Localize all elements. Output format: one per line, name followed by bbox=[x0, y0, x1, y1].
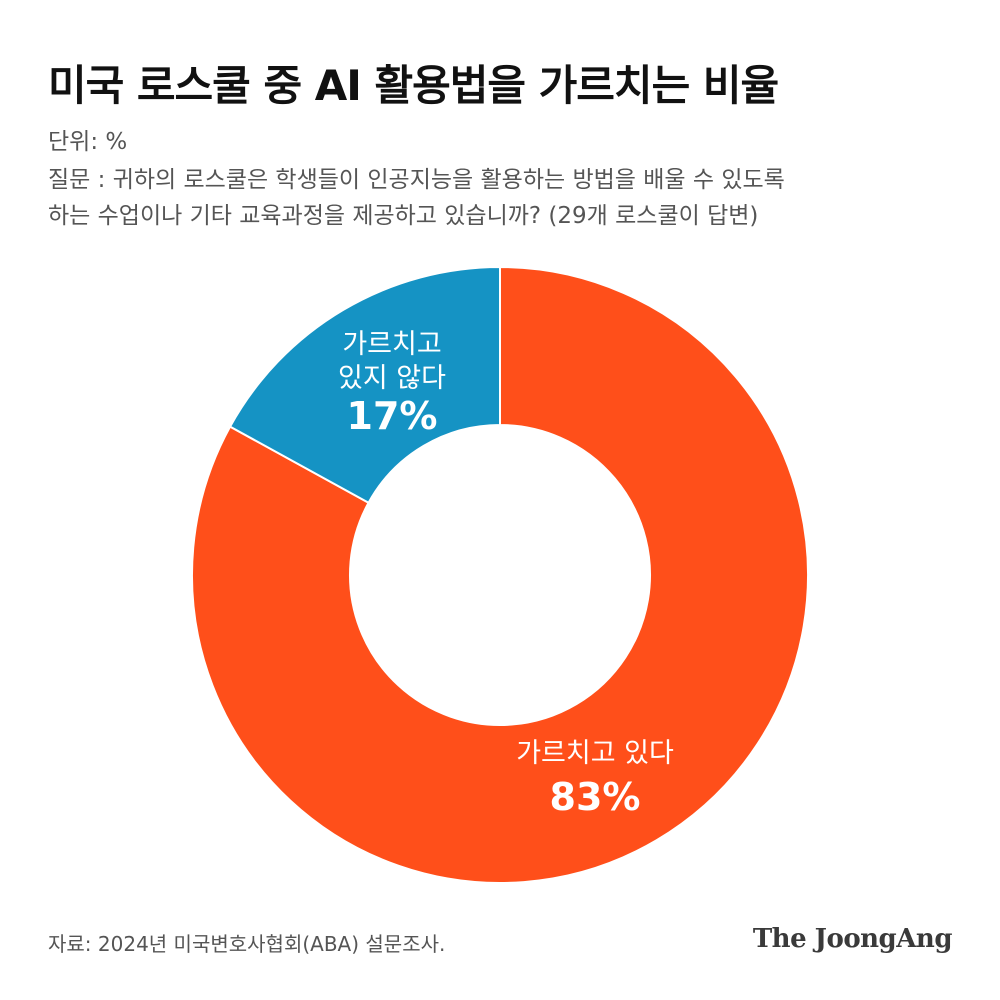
chart-title: 미국 로스쿨 중 AI 활용법을 가르치는 비율 bbox=[48, 61, 779, 110]
donut-slice-0 bbox=[191, 265, 809, 884]
source-note: 자료: 2024년 미국변호사협회(ABA) 설문조사. bbox=[48, 932, 446, 956]
donut-slice-1 bbox=[228, 265, 501, 505]
slice-label-percent: 17% bbox=[347, 394, 438, 438]
publisher-logo: The JoongAng bbox=[752, 924, 953, 954]
survey-question-line: 하는 수업이나 기타 교육과정을 제공하고 있습니까? (29개 로스쿨이 답변… bbox=[48, 203, 759, 229]
slice-label-name: 있지 않다 bbox=[338, 363, 446, 394]
slice-label-percent: 83% bbox=[550, 775, 641, 819]
survey-question-line: 질문 : 귀하의 로스쿨은 학생들이 인공지능을 활용하는 방법을 배울 수 있… bbox=[48, 167, 785, 193]
slice-label-name: 가르치고 있다 bbox=[516, 738, 674, 769]
survey-question: 질문 : 귀하의 로스쿨은 학생들이 인공지능을 활용하는 방법을 배울 수 있… bbox=[48, 162, 948, 234]
slice-label-name: 가르치고 bbox=[342, 329, 441, 360]
unit-label: 단위: % bbox=[48, 129, 128, 155]
slice-label-0: 가르치고 있다 83% bbox=[516, 738, 674, 819]
